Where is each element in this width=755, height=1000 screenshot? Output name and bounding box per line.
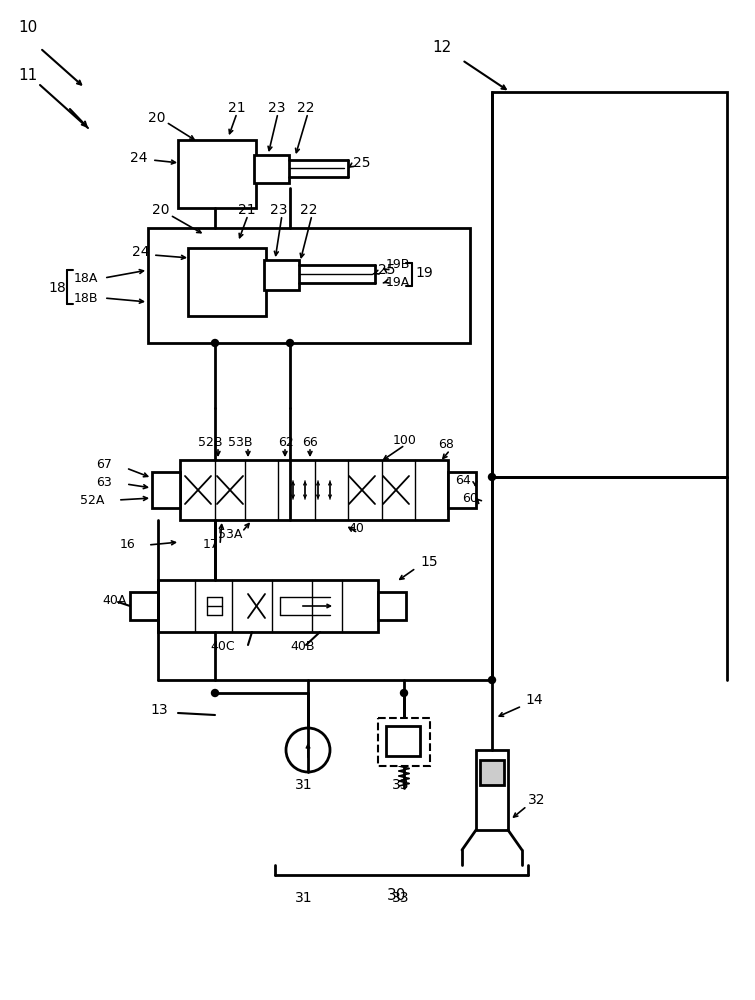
Text: 24: 24 [130, 151, 147, 165]
Text: 20: 20 [148, 111, 165, 125]
Text: 23: 23 [270, 203, 288, 217]
Text: 24: 24 [132, 245, 149, 259]
Bar [448, 472, 476, 508]
Text: 30: 30 [387, 888, 405, 902]
Text: 18A: 18A [74, 271, 98, 284]
Circle shape [400, 690, 408, 696]
Bar [386, 726, 420, 756]
Text: 22: 22 [300, 203, 318, 217]
Text: 64: 64 [455, 474, 471, 487]
Text: 19: 19 [415, 266, 433, 280]
Bar [264, 260, 299, 290]
Text: 40C: 40C [210, 640, 235, 652]
Bar [158, 580, 378, 632]
Bar [378, 718, 430, 766]
Text: 40A: 40A [102, 593, 126, 606]
Bar [130, 592, 158, 620]
Bar [148, 228, 470, 343]
Text: 25: 25 [353, 156, 371, 170]
Text: 33: 33 [392, 891, 409, 905]
Text: 11: 11 [18, 68, 37, 83]
Circle shape [286, 340, 294, 347]
Circle shape [211, 690, 218, 696]
Text: 33: 33 [392, 778, 409, 792]
Bar [178, 140, 256, 208]
Bar [188, 248, 266, 316]
Bar [254, 155, 289, 183]
Text: 31: 31 [295, 891, 313, 905]
Text: 21: 21 [228, 101, 245, 115]
Circle shape [488, 474, 495, 481]
Text: 53A: 53A [218, 528, 242, 542]
Text: 12: 12 [432, 40, 451, 55]
Bar [480, 760, 504, 785]
Text: 32: 32 [528, 793, 546, 807]
Text: 13: 13 [150, 703, 168, 717]
Text: 23: 23 [268, 101, 285, 115]
Text: 68: 68 [438, 438, 454, 452]
Text: 40B: 40B [290, 640, 315, 652]
Text: 67: 67 [96, 458, 112, 472]
Text: 63: 63 [96, 476, 112, 488]
Text: 52A: 52A [80, 493, 104, 506]
Bar [378, 592, 406, 620]
Circle shape [211, 340, 218, 347]
Text: 18: 18 [48, 281, 66, 295]
Bar [152, 472, 180, 508]
Text: 40: 40 [348, 522, 364, 534]
Text: 31: 31 [295, 778, 313, 792]
Bar [180, 460, 448, 520]
Text: 17: 17 [203, 538, 219, 552]
Text: 19B: 19B [386, 258, 411, 271]
Text: 25: 25 [378, 263, 396, 277]
Text: 18B: 18B [74, 292, 98, 304]
Bar [492, 92, 727, 477]
Text: 16: 16 [120, 538, 136, 552]
Text: 21: 21 [238, 203, 256, 217]
Text: 20: 20 [152, 203, 170, 217]
Text: 60: 60 [462, 491, 478, 504]
Text: 19A: 19A [386, 275, 410, 288]
Text: 14: 14 [525, 693, 543, 707]
Text: 22: 22 [297, 101, 315, 115]
Bar [476, 750, 508, 830]
Text: W: W [391, 741, 402, 751]
Circle shape [488, 676, 495, 684]
Text: 53B: 53B [228, 436, 252, 450]
Text: 10: 10 [18, 20, 37, 35]
Text: 52B: 52B [198, 436, 223, 450]
Text: 62: 62 [278, 436, 294, 450]
Text: 66: 66 [302, 436, 318, 450]
Text: 100: 100 [393, 434, 417, 446]
Text: 15: 15 [420, 555, 438, 569]
